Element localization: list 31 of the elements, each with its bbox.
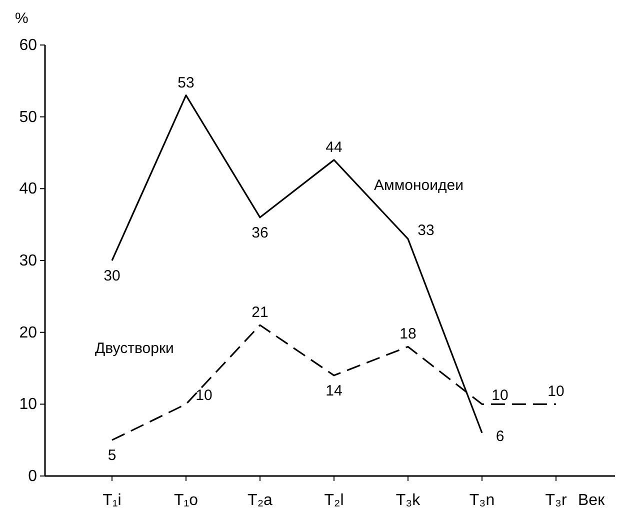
data-label: 36 — [252, 224, 268, 242]
y-tick-label: 30 — [19, 252, 38, 270]
data-label: 5 — [108, 447, 116, 464]
x-axis-title: Век — [578, 492, 606, 509]
data-label: 44 — [326, 138, 342, 156]
data-label: 10 — [196, 387, 212, 404]
text: Двустворки — [95, 340, 174, 358]
x-tick-label: T₂l — [324, 492, 344, 509]
y-tick-label: 50 — [19, 108, 38, 126]
data-label: 10 — [492, 387, 508, 404]
y-axis-title: % — [15, 10, 28, 27]
data-label: 33 — [418, 222, 434, 239]
data-label: 53 — [178, 74, 194, 92]
data-label: 6 — [496, 428, 504, 445]
x-tick-label: T₁i — [102, 492, 122, 509]
data-label: 30 — [104, 268, 120, 284]
y-tick-label: 10 — [19, 396, 38, 414]
y-tick-label: 40 — [19, 180, 38, 198]
data-label: 10 — [548, 383, 564, 400]
x-tick-label: T₃n — [469, 492, 495, 509]
y-tick-label: 0 — [28, 468, 38, 485]
x-tick-label: T₃k — [396, 492, 422, 509]
x-tick-label: T₂a — [248, 492, 273, 509]
data-label: 14 — [326, 382, 342, 400]
y-tick-label: 60 — [19, 37, 38, 54]
data-label: 21 — [252, 304, 268, 322]
x-tick-label: T₁o — [174, 492, 198, 509]
data-label: 18 — [400, 326, 416, 343]
y-tick-label: 20 — [19, 324, 38, 342]
x-tick-label: T₃r — [545, 492, 568, 509]
series-label: Аммоноидеи — [374, 176, 464, 194]
